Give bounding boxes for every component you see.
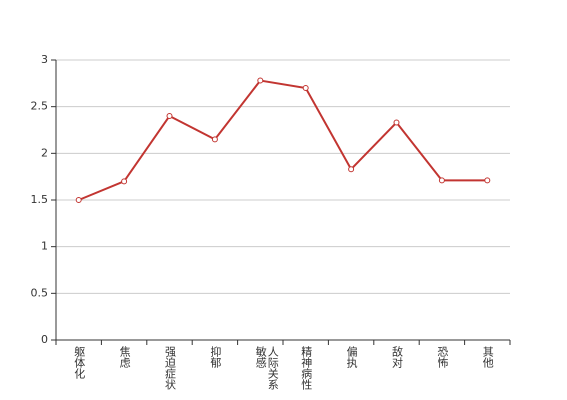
point [438,177,445,184]
point [348,166,355,173]
point [121,178,128,185]
point [257,77,264,84]
x-tick-label: 强迫症状 [163,346,177,390]
point [211,136,218,143]
y-tick-label: 0.5 [31,286,49,299]
x-tick-label: 偏执 [345,346,359,368]
y-tick-label: 0 [41,333,48,346]
point [302,85,309,91]
x-tick-label: 人际关系敏感 [254,346,280,390]
y-tick-label: 2 [41,146,48,159]
x-tick-label: 焦虑 [118,346,132,368]
point [75,197,82,203]
x-tick-label: 恐怖 [435,346,449,368]
y-tick-label: 1.5 [31,193,49,206]
y-tick-label: 2.5 [31,100,49,113]
y-tick-label: 3 [41,53,48,66]
x-tick-label: 抑郁 [208,346,222,368]
line [78,79,488,201]
point [484,177,491,184]
x-tick-label: 躯体化 [72,346,86,379]
point [166,113,173,119]
point [393,119,400,126]
x-tick-label: 其他 [481,346,495,368]
y-tick-label: 1 [41,240,48,253]
x-tick-label: 敌对 [390,346,404,368]
x-tick-label: 精神病性 [299,346,313,390]
